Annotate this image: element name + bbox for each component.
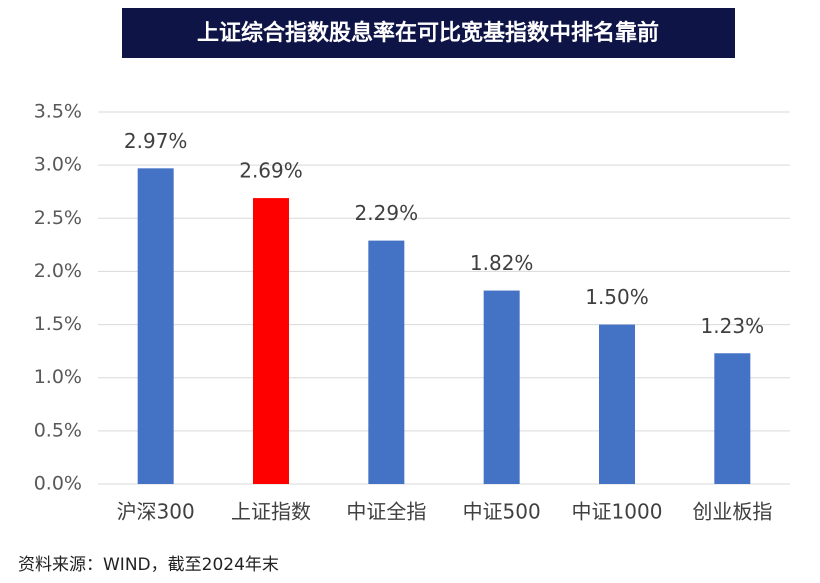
x-tick-label: 中证全指 [346, 500, 426, 524]
bar [483, 290, 520, 484]
bar [137, 168, 174, 484]
bar [599, 324, 635, 484]
y-tick-label: 1.5% [34, 313, 82, 335]
x-tick-label: 中证500 [463, 500, 541, 524]
y-tick-label: 0.5% [34, 419, 82, 441]
value-label: 2.69% [239, 159, 303, 183]
x-tick-label: 沪深300 [117, 500, 195, 524]
y-tick-label: 3.5% [34, 101, 82, 123]
value-label: 2.29% [355, 201, 419, 225]
y-tick-label: 3.0% [34, 154, 82, 176]
source-note: 资料来源：WIND，截至2024年末 [18, 555, 279, 575]
value-label: 2.97% [124, 129, 188, 153]
value-label: 1.23% [701, 314, 765, 338]
x-tick-label: 创业板指 [692, 500, 772, 524]
y-tick-label: 2.5% [34, 207, 82, 229]
y-tick-label: 1.0% [34, 366, 82, 388]
bar [368, 240, 405, 484]
y-tick-label: 0.0% [34, 473, 82, 495]
value-label: 1.82% [470, 251, 534, 275]
y-tick-label: 2.0% [34, 260, 82, 282]
chart-title: 上证综合指数股息率在可比宽基指数中排名靠前 [197, 20, 659, 46]
x-tick-label: 上证指数 [231, 500, 311, 524]
bar [253, 198, 289, 484]
value-label: 1.50% [585, 285, 649, 309]
bar [714, 353, 751, 484]
x-tick-label: 中证1000 [572, 500, 663, 524]
title-box [122, 8, 735, 58]
